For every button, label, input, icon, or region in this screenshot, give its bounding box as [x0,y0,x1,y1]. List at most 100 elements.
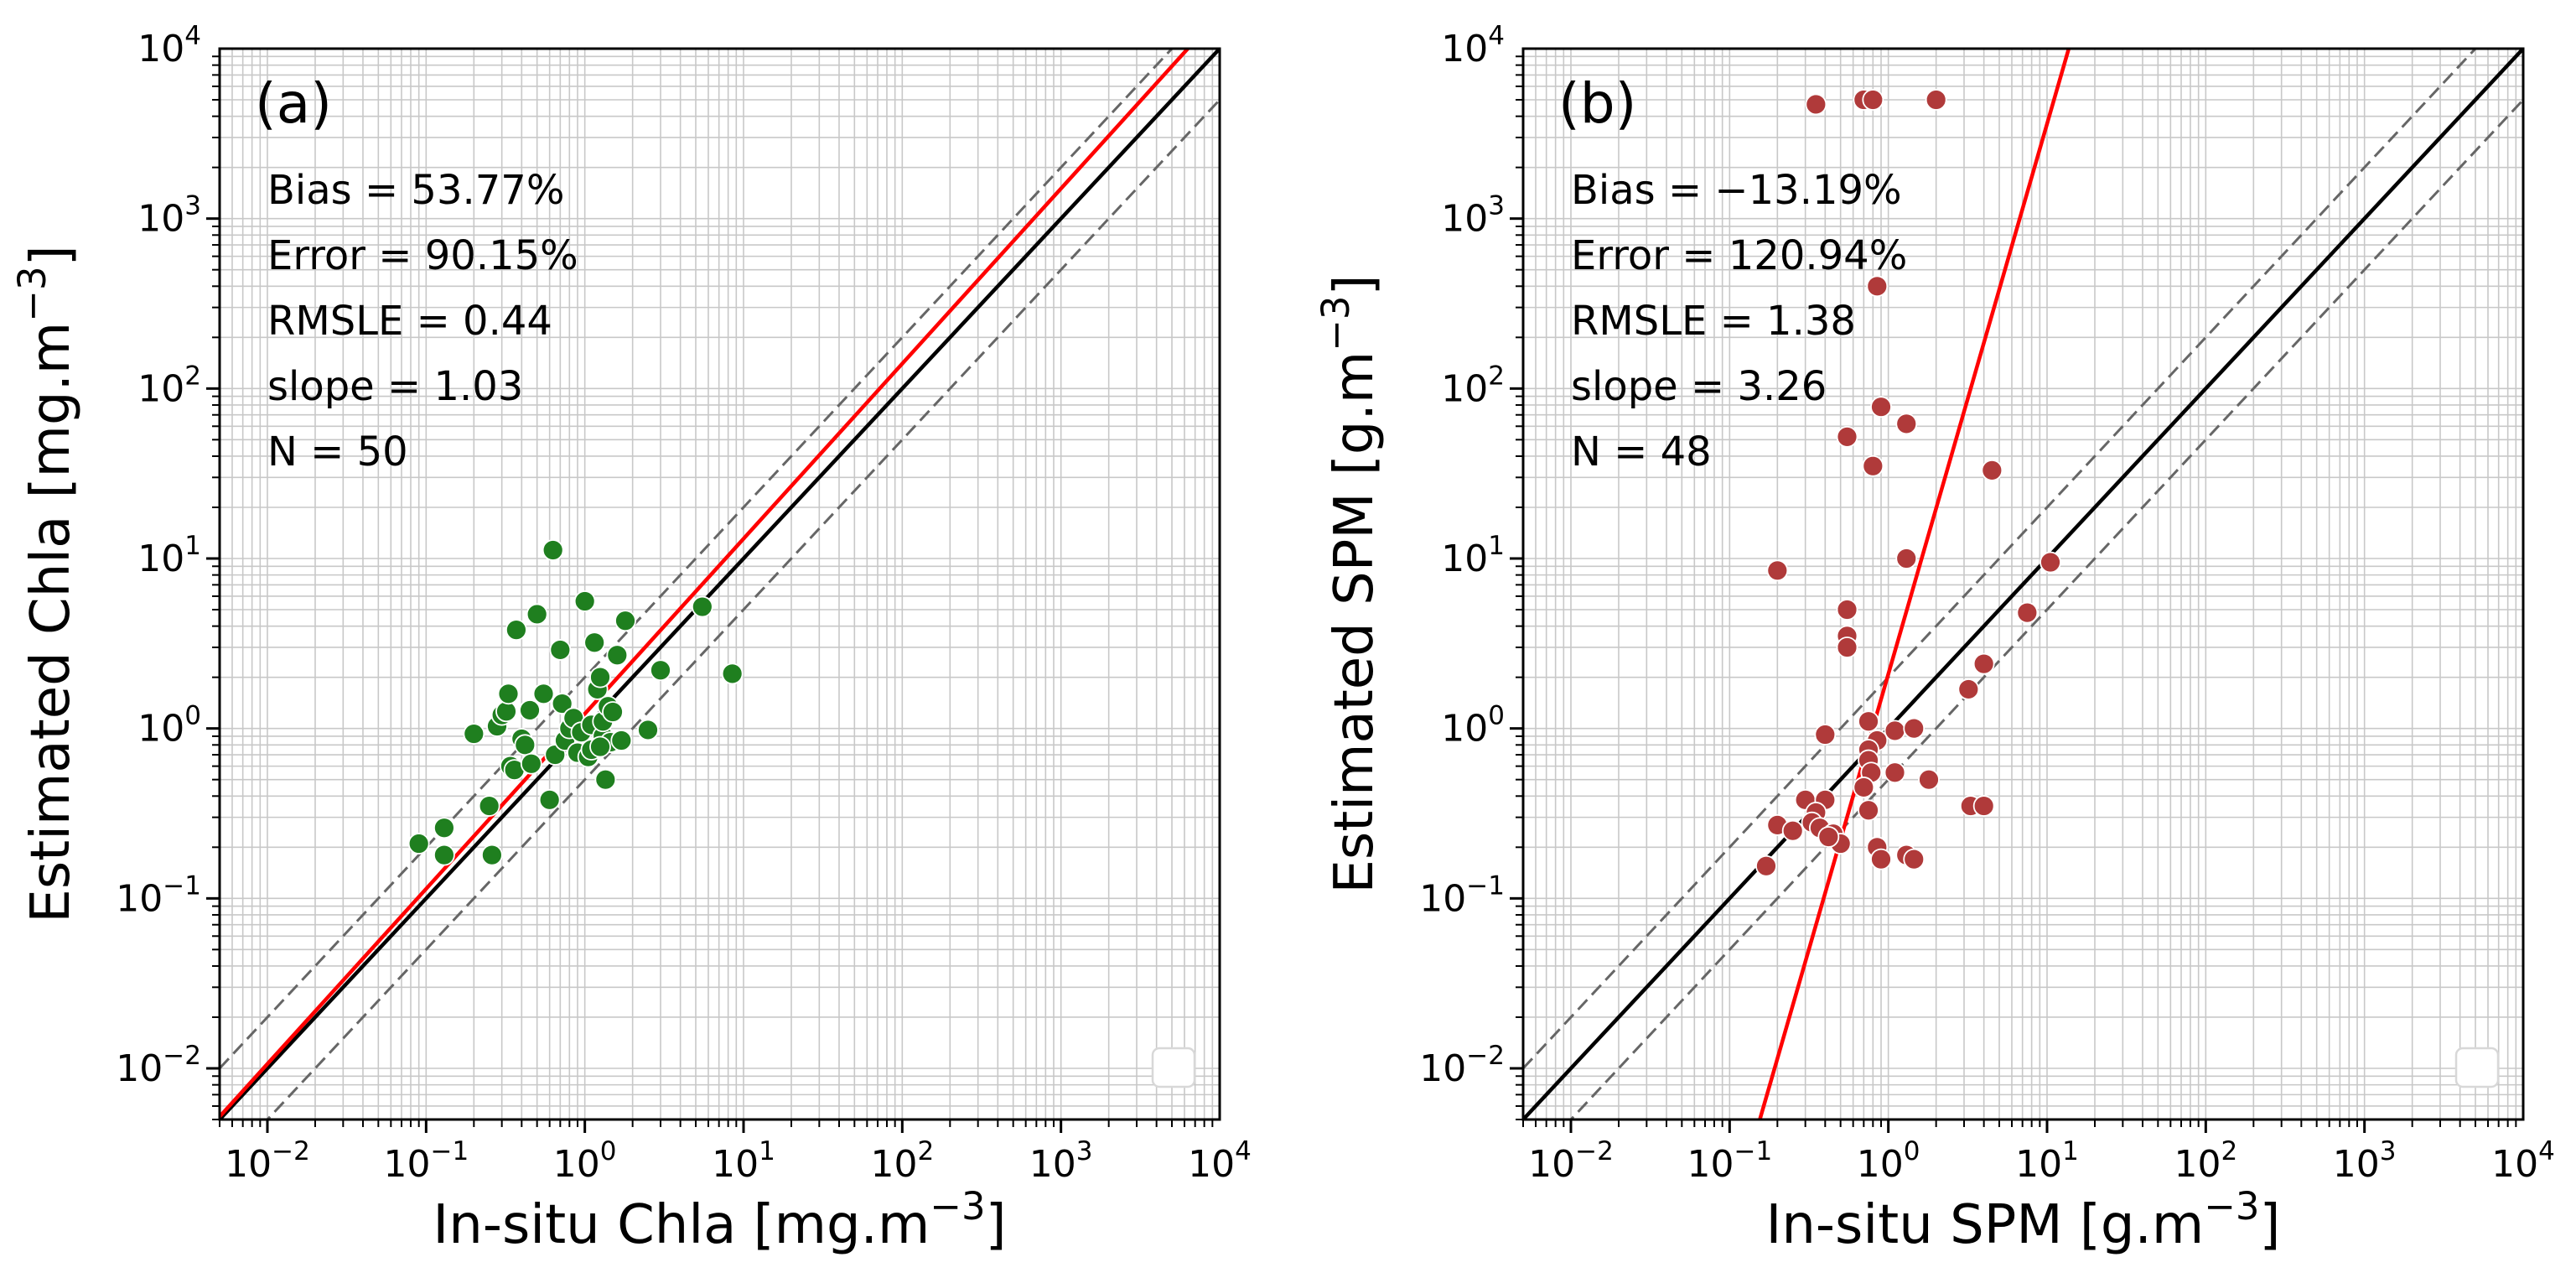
y-tick-label: 10−1 [1419,870,1505,920]
tick-base: 10 [712,1143,759,1186]
data-point [1870,848,1892,870]
x-tick-label: 103 [2333,1136,2397,1186]
data-point [1805,93,1827,116]
tick-base: 10 [553,1143,600,1186]
data-point [1918,768,1940,791]
data-point [1972,652,1995,675]
y-tick-label: 10−2 [116,1041,201,1090]
data-point [478,795,500,817]
stat-line: Error = 90.15% [267,232,578,279]
tick-base: 10 [1029,1143,1076,1186]
tick-base: 10 [137,198,184,241]
data-point [549,639,572,661]
x-tick-label: 10−1 [383,1136,469,1186]
tick-exponent: −2 [1466,1041,1505,1071]
tick-exponent: 2 [184,361,201,391]
tick-base: 10 [137,538,184,580]
x-tick-label: 101 [2015,1136,2079,1186]
data-point [463,723,485,745]
y-axis-title: Estimated Chla [mg.m−3] [10,245,82,922]
data-point [1903,717,1926,740]
legend-box [1151,1047,1196,1088]
tick-base: 10 [137,708,184,751]
data-point [589,735,611,758]
fit-line [1758,49,2071,1120]
upper-band-line [1523,49,2478,1070]
data-point [497,683,520,705]
lower-band-line [1568,98,2523,1120]
data-point [602,701,624,723]
data-point [1836,636,1858,658]
tick-base: 10 [2333,1143,2380,1186]
panel-label: (a) [255,71,332,136]
x-axis-title: In-situ Chla [mg.m−3] [433,1184,1006,1256]
x-axis-title-exponent: −3 [2204,1184,2259,1229]
y-tick-label: 103 [137,191,201,241]
tick-exponent: −2 [163,1041,201,1071]
data-point [1853,777,1875,798]
x-tick-label: 104 [1188,1136,1252,1186]
tick-exponent: 4 [184,21,201,51]
x-tick-label: 10−2 [225,1136,310,1186]
tick-exponent: −1 [1734,1136,1772,1166]
tick-exponent: 0 [1488,701,1505,731]
panel-b: 10−210−210−110−1100100101101102102103103… [1314,21,2555,1256]
points [407,539,744,866]
y-axis-title-close: ] [20,245,82,266]
tick-exponent: 2 [1488,361,1505,391]
tick-exponent: 0 [1904,1136,1920,1166]
data-point [1957,678,1980,700]
data-point [650,659,671,682]
plot-area [1523,49,2523,1120]
stat-line: RMSLE = 0.44 [267,298,552,345]
fit-line [220,49,1190,1119]
tick-exponent: 3 [2380,1136,2397,1166]
tick-base: 10 [2491,1143,2538,1186]
data-point [1866,275,1889,298]
stat-line: slope = 3.26 [1571,363,1827,410]
data-point [1858,710,1879,733]
data-point [1817,826,1840,848]
y-axis-title-text: Estimated Chla [mg.m [20,322,82,923]
x-tick-label: 101 [712,1136,775,1186]
x-tick-label: 103 [1029,1136,1093,1186]
x-axis-title-text: In-situ Chla [mg.m [433,1194,930,1256]
tick-base: 10 [1419,1047,1466,1090]
data-point [532,683,555,705]
tick-exponent: 3 [1488,191,1505,221]
legend-box [2454,1047,2500,1088]
data-point [1766,559,1789,582]
data-point [526,603,548,626]
y-axis-title: Estimated SPM [g.m−3] [1314,274,1386,893]
data-point [1755,855,1777,877]
upper-band-line [220,49,1174,1070]
tick-base: 10 [1441,28,1488,70]
x-tick-label: 102 [870,1136,934,1186]
grid [219,49,1220,1120]
tick-exponent: 1 [1488,531,1505,561]
tick-base: 10 [1188,1143,1235,1186]
data-point [1836,425,1858,448]
tick-base: 10 [116,877,163,920]
tick-exponent: 4 [1488,21,1505,51]
x-tick-label: 10−2 [1528,1136,1614,1186]
data-point [551,693,573,714]
y-axis-title-exponent: −3 [1314,295,1358,351]
data-point [433,817,455,839]
x-tick-label: 100 [1857,1136,1920,1186]
panel-a: 10−210−210−110−1100100101101102102103103… [10,21,1252,1256]
y-axis-title-exponent: −3 [10,266,54,321]
stat-line: RMSLE = 1.38 [1571,298,1856,345]
tick-base: 10 [2015,1143,2062,1186]
data-point [1862,455,1884,477]
stat-line: Bias = −13.19% [1571,167,1902,214]
data-point [1858,799,1879,822]
data-point [433,844,455,866]
tick-exponent: −1 [163,870,201,901]
tick-exponent: 3 [1076,1136,1093,1166]
y-tick-label: 10−1 [116,870,201,920]
data-point [637,719,659,741]
tick-exponent: −2 [272,1136,310,1166]
identity-line [220,49,1220,1120]
data-point [1884,761,1906,784]
